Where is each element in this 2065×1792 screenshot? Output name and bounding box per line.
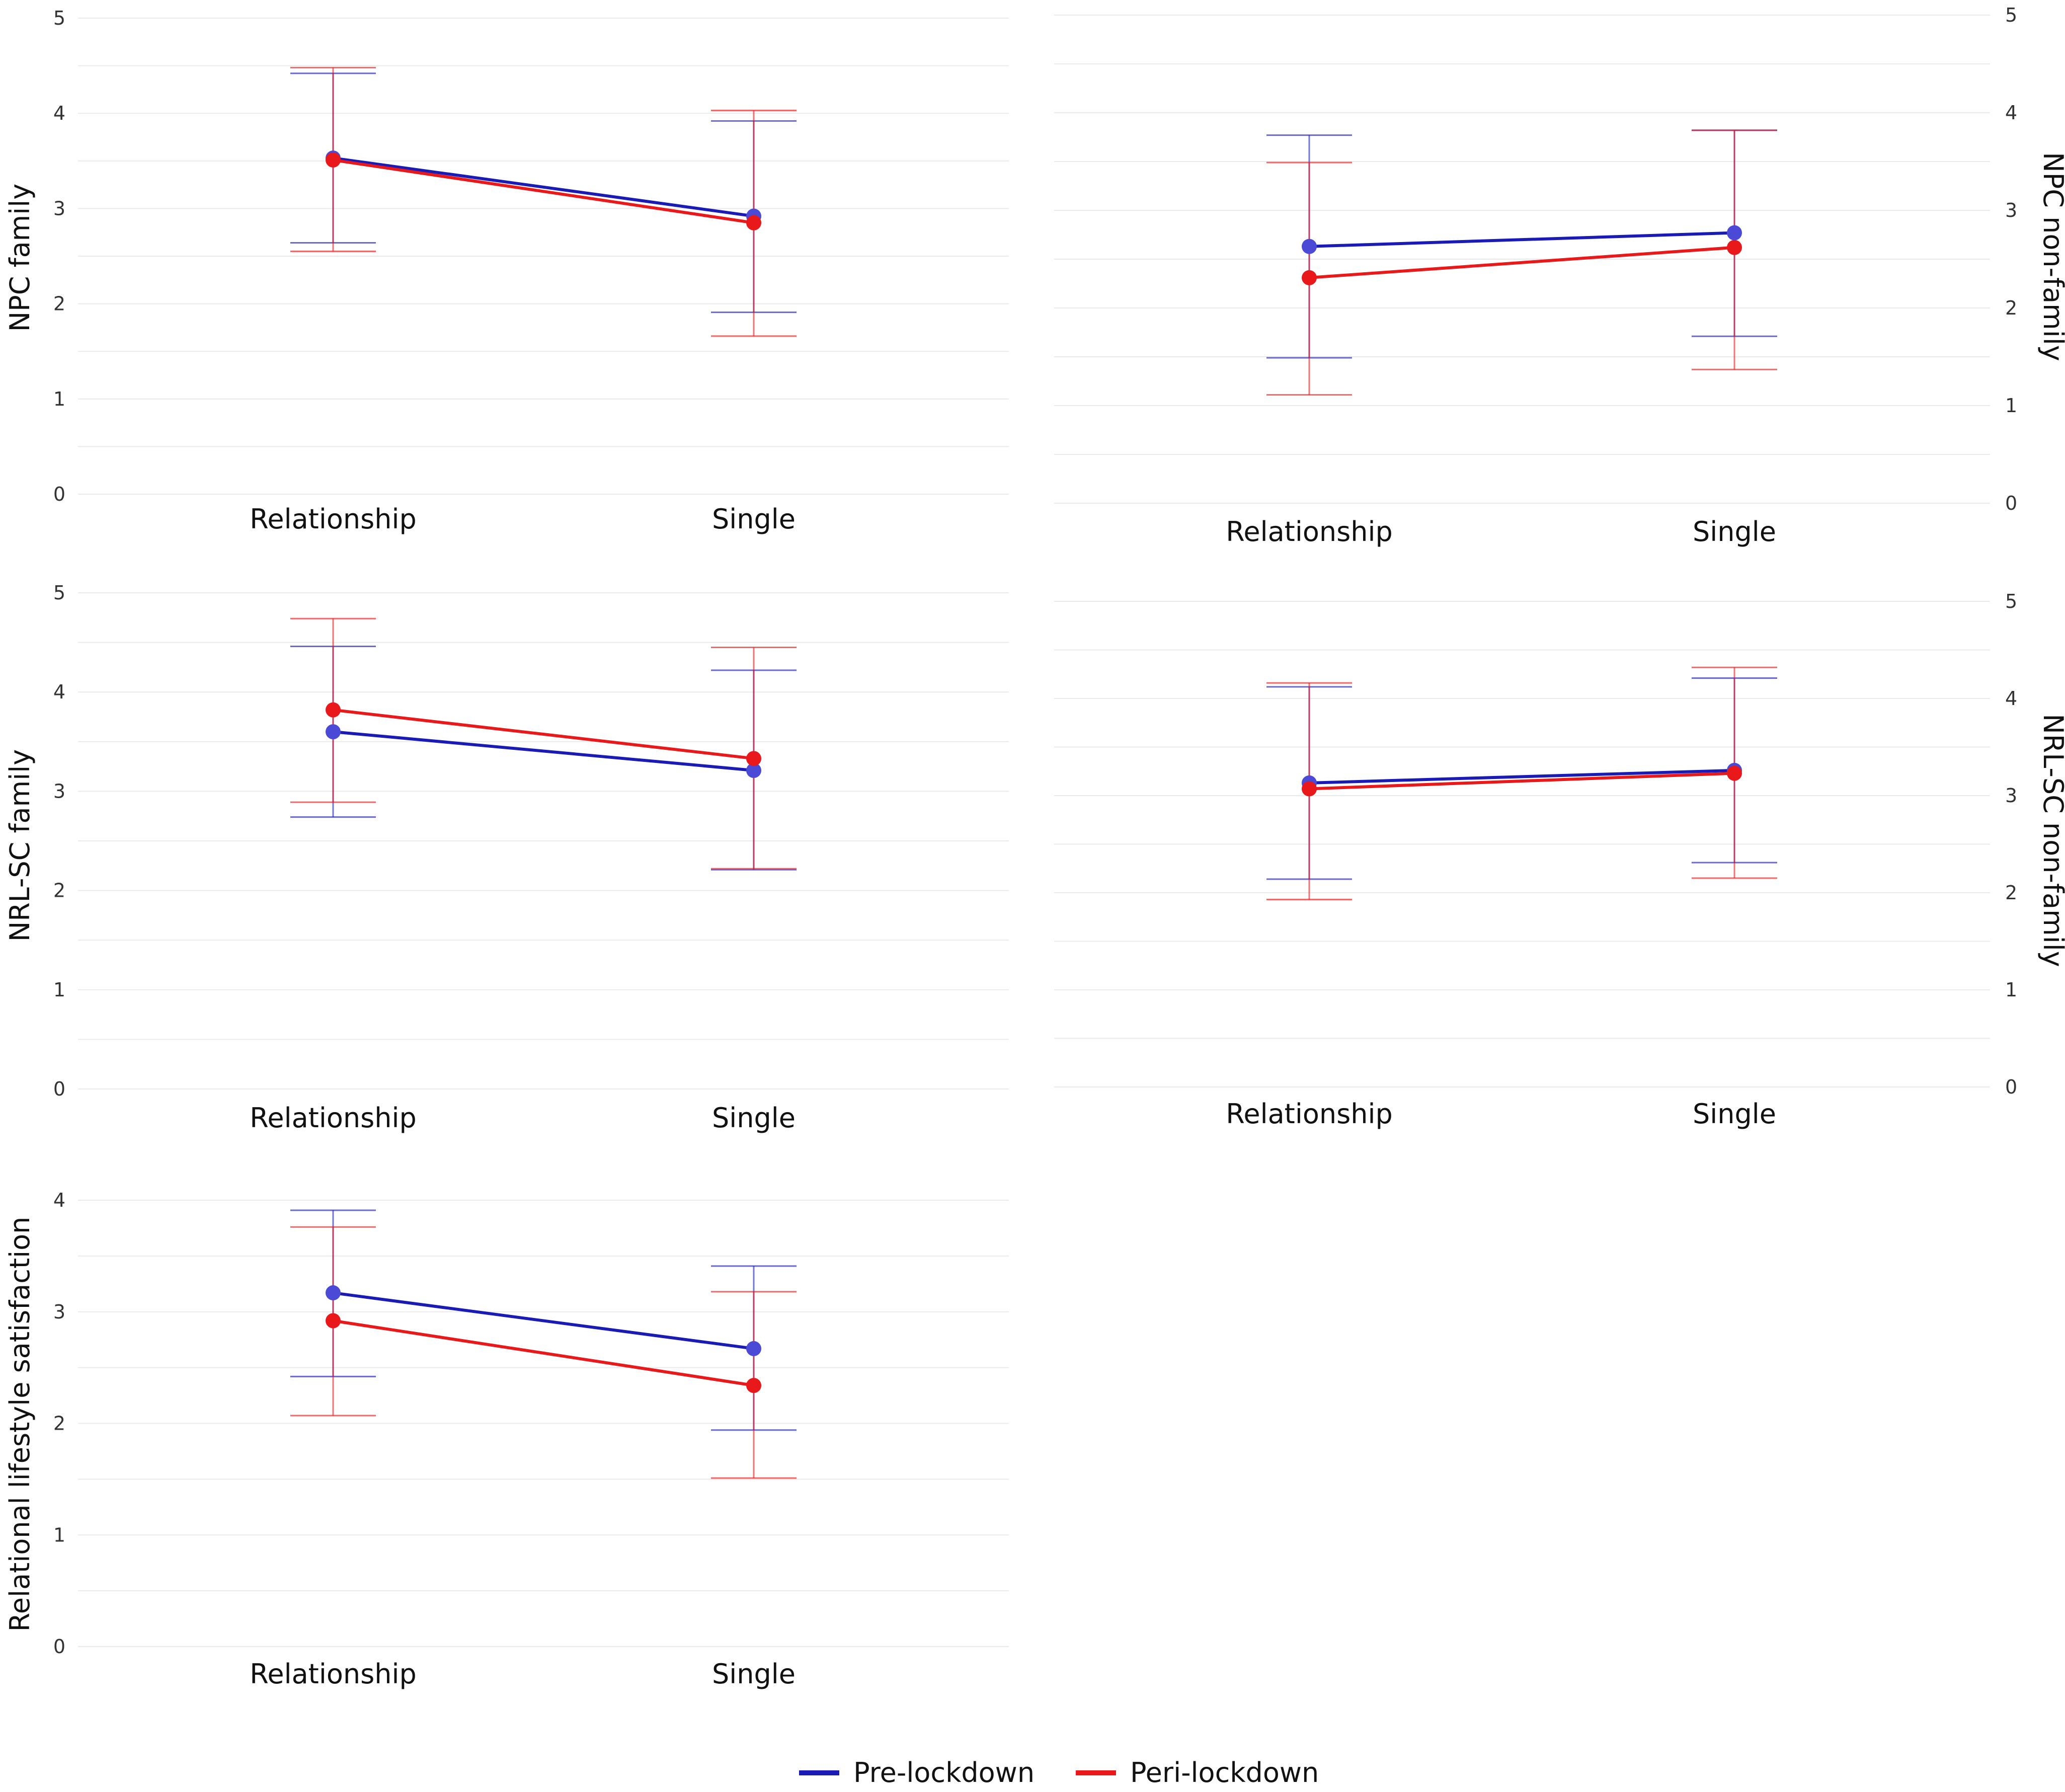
series-line-pre-lockdown xyxy=(333,730,754,772)
legend-label-peri-lockdown: Peri-lockdown xyxy=(1130,1757,1319,1788)
y-tick-label: 1 xyxy=(2005,979,2017,1001)
data-point-peri-lockdown xyxy=(1727,765,1742,781)
y-tick-label: 1 xyxy=(53,979,65,1001)
y-axis-label: NRL-SC family xyxy=(4,749,36,942)
legend: Pre-lockdown Peri-lockdown xyxy=(799,1757,1319,1788)
y-tick-label: 5 xyxy=(53,582,65,604)
y-tick-label: 0 xyxy=(53,1078,65,1100)
y-tick-label: 5 xyxy=(2005,4,2017,26)
data-point-peri-lockdown xyxy=(1302,781,1317,797)
y-tick-label: 4 xyxy=(53,102,65,124)
data-point-pre-lockdown xyxy=(1302,239,1317,254)
series-line-peri-lockdown xyxy=(333,158,754,224)
category-label-single: Single xyxy=(712,1658,796,1690)
category-label-single: Single xyxy=(712,1102,796,1134)
y-tick-label: 3 xyxy=(53,1301,65,1323)
data-point-peri-lockdown xyxy=(1727,240,1742,255)
data-point-peri-lockdown xyxy=(326,152,341,168)
y-axis-label: NPC non-family xyxy=(2037,152,2065,361)
y-tick-label: 4 xyxy=(53,681,65,703)
data-point-peri-lockdown xyxy=(746,1378,761,1393)
y-tick-label: 0 xyxy=(53,1635,65,1658)
data-point-pre-lockdown xyxy=(746,1341,761,1356)
y-tick-label: 2 xyxy=(53,1413,65,1435)
category-label-relationship: Relationship xyxy=(250,1658,417,1690)
category-label-relationship: Relationship xyxy=(250,503,417,535)
y-tick-label: 4 xyxy=(2005,102,2017,124)
y-tick-label: 2 xyxy=(53,293,65,315)
y-tick-label: 1 xyxy=(53,1524,65,1546)
category-label-relationship: Relationship xyxy=(1226,516,1393,548)
y-tick-label: 1 xyxy=(53,388,65,410)
series-line-pre-lockdown xyxy=(333,157,754,218)
y-tick-label: 0 xyxy=(53,483,65,505)
y-axis-label: Relational lifestyle satisfaction xyxy=(4,1217,36,1632)
y-axis-label: NPC family xyxy=(4,184,36,332)
panel-relational-lifestyle-satisfaction: 0 1 2 3 4 Relational lifestyle satisfaction Re… xyxy=(4,1189,1009,1690)
panel-npc-non-family: 0 1 2 3 4 5 NPC non-family Relationship Single xyxy=(1054,4,2065,548)
series-line-peri-lockdown xyxy=(333,708,754,760)
category-label-single: Single xyxy=(712,503,796,535)
series-line-pre-lockdown xyxy=(1309,768,1735,785)
legend-label-pre-lockdown: Pre-lockdown xyxy=(853,1757,1035,1788)
y-tick-label: 1 xyxy=(2005,395,2017,417)
y-tick-label: 3 xyxy=(53,197,65,219)
category-label-single: Single xyxy=(1693,1098,1776,1130)
series-line-pre-lockdown xyxy=(333,1291,754,1350)
y-tick-label: 4 xyxy=(53,1189,65,1211)
data-point-pre-lockdown xyxy=(326,724,341,740)
category-label-relationship: Relationship xyxy=(250,1102,417,1134)
category-label-single: Single xyxy=(1693,516,1776,548)
y-tick-label: 3 xyxy=(2005,199,2017,221)
data-point-pre-lockdown xyxy=(1727,225,1742,241)
series-line-pre-lockdown xyxy=(1309,231,1735,248)
panel-npc-family: 0 1 2 3 4 5 NPC family Relationship Single xyxy=(4,7,1009,535)
series-line-peri-lockdown xyxy=(1309,246,1735,279)
data-point-peri-lockdown xyxy=(326,1313,341,1329)
y-tick-label: 2 xyxy=(53,880,65,902)
data-point-pre-lockdown xyxy=(746,762,761,778)
category-label-relationship: Relationship xyxy=(1226,1098,1393,1130)
y-tick-label: 5 xyxy=(53,7,65,29)
y-tick-label: 5 xyxy=(2005,590,2017,612)
y-tick-label: 3 xyxy=(2005,785,2017,807)
y-tick-label: 0 xyxy=(2005,492,2017,514)
y-axis-label: NRL-SC non-family xyxy=(2037,714,2065,967)
data-point-peri-lockdown xyxy=(1302,270,1317,285)
series-line-peri-lockdown xyxy=(333,1319,754,1387)
panels: 0 1 2 3 4 5 NPC family Relationship Single 0 1 2 3 4 5… xyxy=(4,4,2065,1690)
data-point-peri-lockdown xyxy=(326,702,341,718)
data-point-peri-lockdown xyxy=(746,751,761,766)
y-tick-label: 2 xyxy=(2005,882,2017,904)
panel-nrl-sc-family: 0 1 2 3 4 5 NRL-SC family Relationship Single xyxy=(4,582,1009,1134)
y-tick-label: 2 xyxy=(2005,297,2017,319)
y-tick-label: 3 xyxy=(53,780,65,802)
panel-nrl-sc-non-family: 0 1 2 3 4 5 NRL-SC non-family Relationship Singl… xyxy=(1054,590,2065,1130)
data-point-pre-lockdown xyxy=(326,1285,341,1301)
y-tick-label: 4 xyxy=(2005,687,2017,710)
series-line-peri-lockdown xyxy=(1309,771,1735,791)
data-point-peri-lockdown xyxy=(746,215,761,230)
y-tick-label: 0 xyxy=(2005,1076,2017,1098)
